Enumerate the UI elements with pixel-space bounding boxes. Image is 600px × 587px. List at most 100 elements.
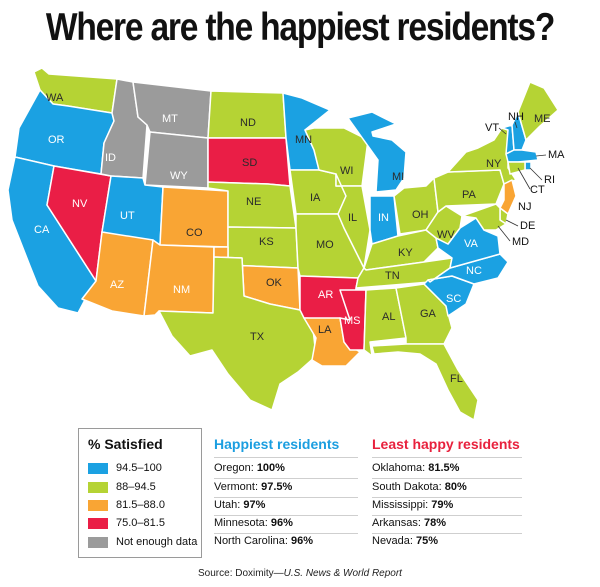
label-va: VA	[464, 238, 479, 250]
state-ri[interactable]	[524, 161, 532, 171]
leader-vt	[498, 127, 507, 135]
label-mn: MN	[295, 134, 312, 146]
least-happy-item: Arkansas: 78%	[372, 517, 447, 529]
label-ks: KS	[259, 236, 274, 248]
legend-title: % Satisfied	[88, 436, 163, 452]
legend-swatch	[88, 499, 108, 511]
divider	[214, 533, 358, 534]
page-title: Where are the happiest residents?	[45, 6, 555, 49]
legend-label: 81.5–88.0	[116, 499, 165, 511]
state-ma[interactable]	[505, 149, 539, 163]
us-map: WA OR CA NV ID MT WY UT AZ CO NM ND SD N…	[7, 67, 565, 420]
divider	[214, 478, 358, 479]
label-me: ME	[534, 113, 551, 125]
leader-ri	[529, 167, 543, 181]
label-nd: ND	[240, 117, 256, 129]
label-ny: NY	[486, 158, 502, 170]
label-tn: TN	[385, 270, 400, 282]
legend-swatch	[88, 536, 108, 548]
label-mi: MI	[392, 171, 404, 183]
leader-ct	[517, 167, 531, 190]
label-az: AZ	[110, 279, 124, 291]
label-ia: IA	[310, 192, 321, 204]
state-nh[interactable]	[511, 111, 527, 151]
least-happy-item: Mississippi: 79%	[372, 499, 454, 511]
leader-nh	[514, 121, 518, 129]
state-il[interactable]	[335, 173, 371, 269]
label-ri: RI	[544, 174, 555, 186]
legend-label: 75.0–81.5	[116, 517, 165, 529]
label-tx: TX	[250, 331, 265, 343]
legend-swatch	[88, 481, 108, 493]
divider	[214, 457, 358, 458]
label-ct: CT	[530, 184, 545, 196]
label-nh: NH	[508, 111, 524, 123]
happiest-item: Minnesota: 96%	[214, 517, 293, 529]
label-ar: AR	[318, 289, 333, 301]
label-ky: KY	[398, 247, 413, 259]
state-md[interactable]	[461, 203, 507, 231]
leader-ma	[535, 154, 547, 157]
label-ok: OK	[266, 277, 283, 289]
label-il: IL	[348, 212, 357, 224]
label-oh: OH	[412, 209, 429, 221]
divider	[372, 478, 522, 479]
label-id: ID	[105, 152, 116, 164]
leader-de	[505, 219, 519, 227]
happiest-item: North Carolina: 96%	[214, 535, 314, 547]
label-wv: WV	[437, 229, 455, 241]
label-nc: NC	[466, 265, 482, 277]
label-de: DE	[520, 220, 535, 232]
divider	[372, 515, 522, 516]
label-sc: SC	[446, 293, 461, 305]
legend-item: 94.5–100	[88, 461, 162, 475]
legend-item: 88–94.5	[88, 480, 156, 494]
label-mt: MT	[162, 113, 178, 125]
state-tx[interactable]	[158, 256, 317, 411]
legend-panel	[78, 428, 202, 558]
label-sd: SD	[242, 157, 257, 169]
label-or: OR	[48, 134, 65, 146]
state-nd[interactable]	[207, 90, 287, 139]
state-mi[interactable]	[347, 111, 407, 193]
state-nm[interactable]	[143, 239, 215, 317]
legend-swatch	[88, 517, 108, 529]
label-nm: NM	[173, 284, 190, 296]
divider	[372, 533, 522, 534]
label-pa: PA	[462, 189, 477, 201]
label-la: LA	[318, 324, 332, 336]
happiest-item: Oregon: 100%	[214, 462, 285, 474]
label-ut: UT	[120, 210, 135, 222]
least-happy-item: Nevada: 75%	[372, 535, 439, 547]
happiest-item: Utah: 97%	[214, 499, 266, 511]
divider	[372, 497, 522, 498]
state-ct[interactable]	[507, 161, 526, 175]
divider	[372, 457, 522, 458]
divider	[214, 515, 358, 516]
legend-swatch	[88, 462, 108, 474]
label-wy: WY	[170, 170, 188, 182]
label-vt: VT	[485, 122, 499, 134]
source-note: Source: Doximity—U.S. News & World Repor…	[198, 568, 402, 579]
label-md: MD	[512, 236, 529, 248]
label-co: CO	[186, 227, 203, 239]
state-me[interactable]	[517, 81, 559, 141]
label-ms: MS	[344, 315, 361, 327]
label-nj: NJ	[518, 201, 531, 213]
legend-item: 81.5–88.0	[88, 498, 165, 512]
leader-md	[497, 225, 511, 242]
least-happy-item: South Dakota: 80%	[372, 481, 467, 493]
label-fl: FL	[450, 373, 463, 385]
label-ne: NE	[246, 196, 261, 208]
least-happy-title: Least happy residents	[372, 436, 520, 452]
legend-label: 94.5–100	[116, 462, 162, 474]
divider	[214, 497, 358, 498]
happiest-item: Vermont: 97.5%	[214, 481, 293, 493]
label-ga: GA	[420, 308, 437, 320]
label-ca: CA	[34, 224, 50, 236]
label-al: AL	[382, 311, 395, 323]
state-fl[interactable]	[371, 343, 479, 420]
label-mo: MO	[316, 239, 334, 251]
label-wa: WA	[46, 92, 64, 104]
legend-label: 88–94.5	[116, 481, 156, 493]
